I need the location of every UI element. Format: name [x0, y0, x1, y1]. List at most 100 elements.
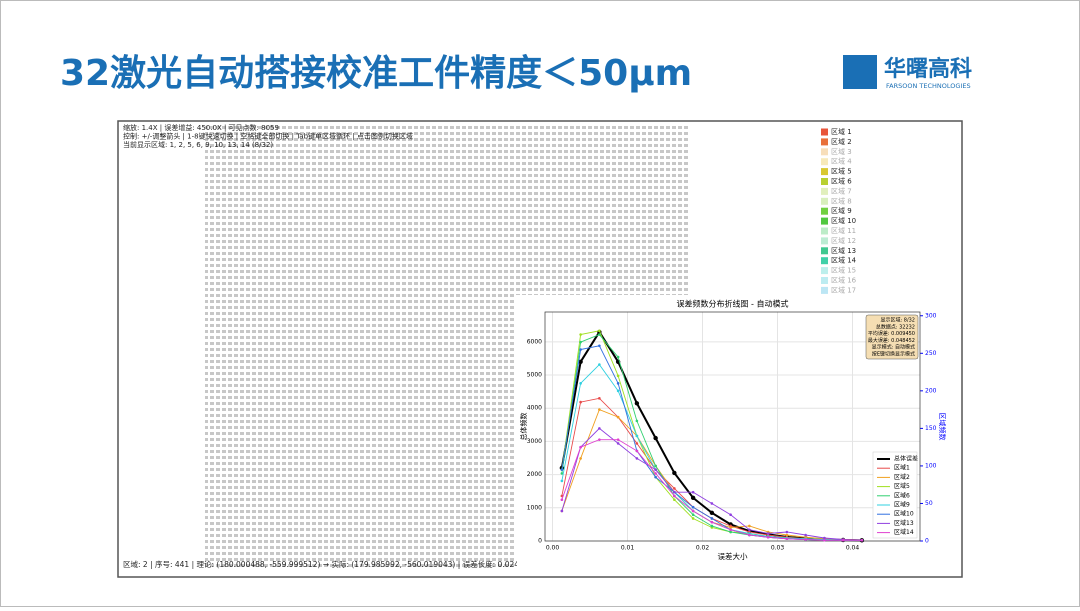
legend-label: 区域 14 — [831, 256, 857, 265]
data-point — [616, 389, 620, 393]
data-point — [804, 533, 807, 537]
data-point — [579, 382, 582, 385]
point-field — [205, 125, 515, 570]
data-point — [598, 333, 601, 336]
data-point — [616, 374, 620, 378]
legend-swatch[interactable] — [821, 138, 828, 146]
legend-swatch[interactable] — [821, 286, 828, 294]
legend-swatch[interactable] — [821, 267, 828, 275]
legend-swatch[interactable] — [821, 247, 828, 255]
legend-label: 区域 11 — [831, 226, 856, 235]
legend-swatch[interactable] — [821, 187, 828, 195]
data-point — [691, 509, 695, 513]
data-point — [560, 509, 564, 513]
logo-text: 华曙高科 — [884, 56, 972, 82]
plot-frame — [544, 311, 921, 542]
info-line: 当前显示区域: 1, 2, 5, 6, 9, 10, 13, 14 (8/32) — [123, 140, 273, 149]
data-point — [654, 464, 657, 468]
info-box-line: 平均误差: 0.009450 — [868, 330, 915, 337]
legend-swatch[interactable] — [821, 207, 828, 215]
data-point — [616, 415, 620, 419]
data-point — [710, 520, 714, 524]
data-point — [635, 419, 639, 423]
legend-swatch[interactable] — [821, 158, 828, 166]
x-tick-label: 0.01 — [621, 545, 635, 552]
legend-label: 区域 2 — [831, 137, 852, 146]
data-point — [823, 536, 826, 540]
data-point — [710, 524, 714, 528]
legend-label: 区域13 — [894, 519, 914, 527]
legend-swatch[interactable] — [821, 197, 828, 205]
logo-sub: FARSOON TECHNOLOGIES — [886, 82, 971, 90]
data-point — [729, 513, 732, 517]
legend-swatch[interactable] — [821, 168, 828, 176]
x-axis-label: 误差大小 — [718, 551, 748, 561]
info-line: 控制: +/-调整箭头 | 1-8键快速切换 | 空格键全部切换 | Tab键单… — [123, 132, 413, 141]
data-point — [598, 438, 601, 441]
y2-tick-label: 300 — [925, 312, 937, 319]
legend-label: 区域10 — [894, 510, 914, 518]
data-point — [616, 438, 620, 441]
data-point — [785, 533, 789, 537]
y2-tick-label: 50 — [925, 500, 933, 507]
info-box-line: 总数据点: 32232 — [876, 323, 915, 330]
logo-icon — [843, 55, 877, 89]
legend-label: 区域 4 — [831, 157, 852, 166]
data-point — [860, 538, 864, 542]
legend-label: 区域1 — [894, 464, 910, 472]
data-point — [673, 498, 676, 502]
data-point — [598, 427, 601, 430]
data-point — [579, 348, 582, 351]
legend-swatch[interactable] — [821, 128, 828, 136]
data-point — [653, 435, 658, 441]
data-point — [579, 340, 582, 344]
legend-swatch[interactable] — [821, 178, 828, 185]
legend-label: 区域 10 — [831, 216, 856, 225]
data-point — [823, 538, 826, 542]
legend-swatch[interactable] — [821, 277, 828, 284]
data-point — [690, 495, 696, 501]
data-point — [579, 445, 582, 449]
data-point — [598, 363, 601, 366]
data-point — [729, 526, 732, 529]
data-point — [654, 468, 657, 471]
legend-label: 区域14 — [894, 528, 914, 536]
data-point — [560, 472, 564, 475]
legend-label: 区域 15 — [831, 266, 856, 275]
data-point — [672, 470, 677, 476]
info-box-line: 显示模式: 自动模式 — [872, 344, 915, 351]
x-tick-label: 0.04 — [846, 545, 860, 552]
y2-tick-label: 100 — [925, 462, 937, 469]
data-point — [804, 538, 807, 541]
x-tick-label: 0.02 — [696, 545, 710, 552]
y-tick-label: 6000 — [527, 338, 542, 345]
data-point — [635, 434, 639, 438]
legend-swatch[interactable] — [821, 257, 828, 265]
data-point — [598, 329, 601, 333]
legend-label: 区域5 — [894, 482, 910, 490]
data-point — [691, 505, 695, 509]
legend-label: 区域 8 — [831, 196, 852, 205]
y-tick-label: 1000 — [527, 504, 542, 511]
data-point — [634, 401, 640, 406]
data-point — [673, 494, 676, 498]
data-point — [729, 528, 732, 532]
legend-swatch[interactable] — [821, 217, 828, 225]
legend-label: 区域 16 — [831, 276, 857, 285]
data-point — [616, 442, 620, 445]
point-field — [515, 125, 690, 295]
data-point — [654, 472, 657, 475]
y2-tick-label: 250 — [925, 350, 937, 357]
data-point — [560, 468, 564, 471]
legend-swatch[interactable] — [821, 237, 828, 245]
legend-swatch[interactable] — [821, 227, 828, 235]
legend-label: 总体误差 — [894, 455, 918, 463]
data-point — [616, 382, 620, 385]
data-point — [598, 397, 601, 400]
data-point — [673, 487, 676, 490]
y-tick-label: 0 — [538, 538, 542, 545]
legend-swatch[interactable] — [821, 148, 828, 156]
info-line: 缩放: 1.4X | 误差增益: 450.0X | 可见点数: 8059 — [123, 123, 279, 132]
